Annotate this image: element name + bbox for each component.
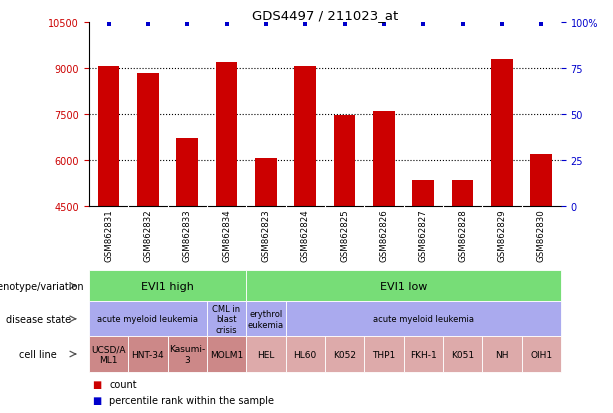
- Text: ■: ■: [92, 395, 101, 405]
- Bar: [216, 62, 237, 206]
- Text: GSM862831: GSM862831: [104, 209, 113, 261]
- Text: Kasumi-
3: Kasumi- 3: [169, 344, 205, 364]
- Text: CML in
blast
crisis: CML in blast crisis: [213, 304, 241, 334]
- Bar: [294, 67, 316, 206]
- Text: UCSD/A
ML1: UCSD/A ML1: [91, 344, 126, 364]
- Title: GDS4497 / 211023_at: GDS4497 / 211023_at: [252, 9, 398, 21]
- Bar: [530, 154, 552, 206]
- Bar: [177, 139, 198, 206]
- Text: acute myeloid leukemia: acute myeloid leukemia: [97, 315, 199, 323]
- Text: HEL: HEL: [257, 350, 275, 358]
- Text: cell line: cell line: [20, 349, 57, 359]
- Text: disease state: disease state: [6, 314, 71, 324]
- Text: EVI1 high: EVI1 high: [141, 281, 194, 291]
- Text: K051: K051: [451, 350, 474, 358]
- Text: GSM862826: GSM862826: [379, 209, 389, 261]
- Text: HNT-34: HNT-34: [132, 350, 164, 358]
- Text: acute myeloid leukemia: acute myeloid leukemia: [373, 315, 474, 323]
- Text: genotype/variation: genotype/variation: [0, 281, 85, 291]
- Text: K052: K052: [333, 350, 356, 358]
- Text: OIH1: OIH1: [530, 350, 552, 358]
- Text: HL60: HL60: [294, 350, 317, 358]
- Text: GSM862823: GSM862823: [261, 209, 270, 261]
- Text: erythrol
eukemia: erythrol eukemia: [248, 309, 284, 329]
- Text: FKH-1: FKH-1: [410, 350, 436, 358]
- Bar: [137, 74, 159, 206]
- Bar: [255, 159, 276, 206]
- Text: GSM862824: GSM862824: [301, 209, 310, 261]
- Text: GSM862829: GSM862829: [497, 209, 506, 261]
- Text: NH: NH: [495, 350, 509, 358]
- Text: EVI1 low: EVI1 low: [380, 281, 427, 291]
- Text: GSM862827: GSM862827: [419, 209, 428, 261]
- Bar: [491, 59, 512, 206]
- Text: GSM862833: GSM862833: [183, 209, 192, 261]
- Text: percentile rank within the sample: percentile rank within the sample: [109, 395, 274, 405]
- Bar: [413, 180, 434, 206]
- Text: MOLM1: MOLM1: [210, 350, 243, 358]
- Text: ■: ■: [92, 379, 101, 389]
- Bar: [97, 67, 120, 206]
- Text: GSM862830: GSM862830: [537, 209, 546, 261]
- Bar: [452, 180, 473, 206]
- Text: GSM862832: GSM862832: [143, 209, 153, 261]
- Bar: [333, 116, 356, 206]
- Text: GSM862834: GSM862834: [222, 209, 231, 261]
- Text: count: count: [109, 379, 137, 389]
- Text: GSM862825: GSM862825: [340, 209, 349, 261]
- Text: GSM862828: GSM862828: [458, 209, 467, 261]
- Text: THP1: THP1: [372, 350, 395, 358]
- Bar: [373, 112, 395, 206]
